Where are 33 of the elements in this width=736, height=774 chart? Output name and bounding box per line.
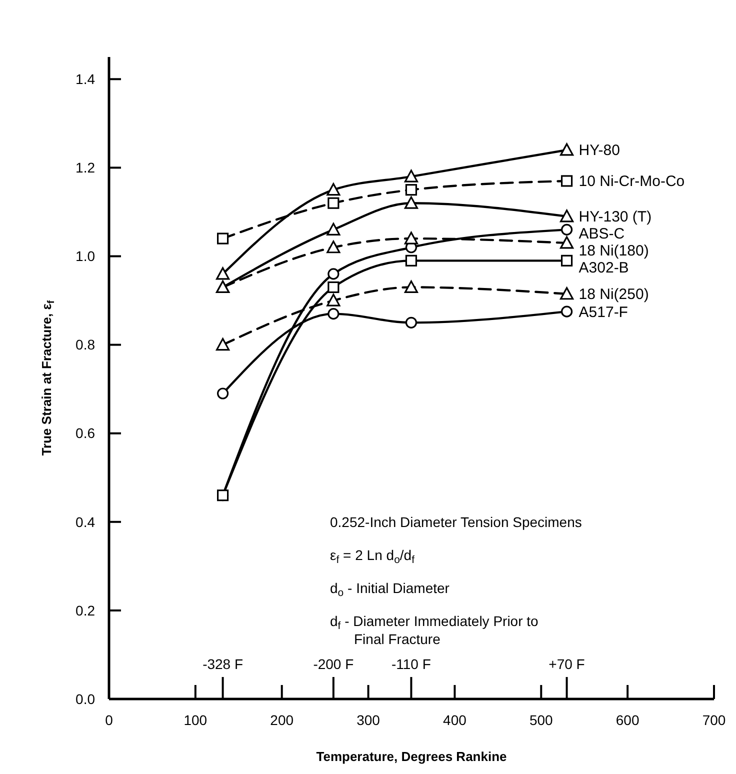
y-tick-label: 0.0 — [76, 690, 96, 707]
series-label: A302-B — [578, 260, 629, 277]
series-label: HY-80 — [578, 142, 620, 160]
x-tick-label: 600 — [616, 712, 640, 728]
annotation: d$_{o}$ - Initial Diameter — [330, 580, 450, 600]
series-label: HY-130 (T) — [578, 208, 652, 226]
y-tick-label: 0.6 — [76, 425, 96, 442]
y-tick-label: 1.2 — [76, 160, 96, 176]
annotation: 0.252-Inch Diameter Tension Specimens — [330, 514, 582, 530]
x-tick-label: 100 — [184, 712, 208, 728]
x2-tick-label: -110 F — [391, 656, 431, 672]
y-tick-label: 1.0 — [76, 248, 96, 264]
x-tick-label: 300 — [356, 712, 380, 728]
series-label: ABS-C — [578, 226, 625, 243]
x-tick-label: 400 — [443, 712, 467, 728]
x-axis-title: Temperature, Degrees Rankine — [316, 749, 507, 764]
x-tick-label: 200 — [270, 712, 294, 728]
x2-tick-label: -200 F — [313, 656, 354, 672]
y-tick-label: 0.4 — [76, 514, 96, 530]
x2-tick-label: +70 F — [548, 656, 585, 672]
y-tick-label: 0.8 — [76, 336, 96, 353]
x2-tick-label: -328 F — [202, 656, 244, 672]
annotation: ε$_{f}$ = 2 Ln d$_{o}$/d$_{f}$ — [330, 547, 415, 566]
x-tick-label: 500 — [529, 712, 554, 728]
y-tick-label: 0.2 — [76, 602, 96, 618]
series-label: 18 Ni(180) — [578, 242, 649, 260]
y-tick-label: 1.4 — [76, 71, 96, 88]
series-label: A517-F — [578, 304, 628, 321]
x-tick-label: 700 — [702, 712, 726, 728]
series-label: 10 Ni-Cr-Mo-Co — [578, 173, 685, 190]
x-tick-label: 0 — [105, 712, 114, 728]
annotation: d$_{f}$ - Diameter Immediately Prior to Final Fracture — [330, 613, 539, 647]
series-label: 18 Ni(250) — [578, 286, 649, 304]
